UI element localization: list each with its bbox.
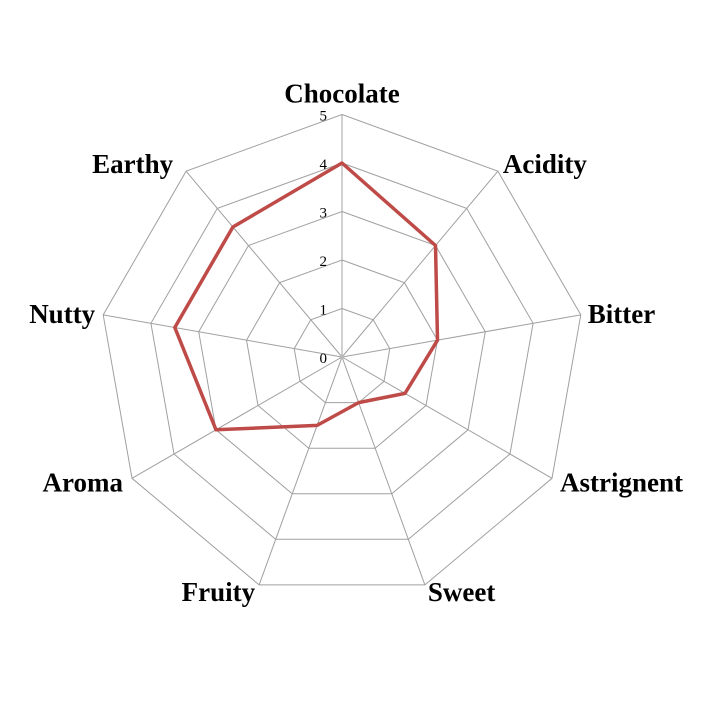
grid-ring: [102, 113, 582, 586]
radial-tick-labels: 0 1 2 3 4 5: [320, 109, 328, 368]
axis-spoke: [341, 356, 553, 479]
radial-tick-label: 1: [320, 303, 328, 319]
grid-ring: [198, 210, 486, 495]
axis-label-sweet: Sweet: [428, 577, 495, 607]
radial-tick-label: 5: [320, 109, 328, 125]
axis-spoke: [341, 314, 581, 358]
axis-spokes: [103, 114, 581, 586]
axis-label-chocolate: Chocolate: [284, 79, 399, 109]
axis-label-acidity: Acidity: [503, 149, 587, 179]
axis-label-fruity: Fruity: [182, 577, 256, 607]
axis-label-earthy: Earthy: [92, 149, 174, 179]
grid-ring: [245, 259, 439, 449]
axis-spoke: [185, 170, 343, 358]
axis-label-bitter: Bitter: [588, 299, 655, 329]
grid-ring: [150, 162, 534, 540]
axis-label-astrignent: Astrignent: [560, 467, 683, 497]
radial-tick-label: 2: [320, 254, 328, 270]
axis-spoke: [341, 170, 499, 358]
category-labels: Chocolate Acidity Bitter Astrignent Sweet Fru…: [29, 79, 683, 607]
radial-tick-label: 4: [320, 157, 328, 173]
grid-ring: [293, 307, 391, 404]
axis-spoke: [258, 356, 343, 586]
axis-spoke: [103, 314, 343, 358]
axis-spoke: [341, 356, 426, 586]
radial-tick-label: 0: [320, 351, 328, 367]
axis-label-aroma: Aroma: [43, 467, 124, 497]
axis-label-nutty: Nutty: [29, 299, 95, 329]
data-polygon: [173, 161, 440, 432]
center-dot: [339, 354, 345, 360]
axis-spoke: [131, 356, 343, 479]
radial-tick-label: 3: [320, 206, 328, 222]
grid-rings: [102, 113, 582, 586]
